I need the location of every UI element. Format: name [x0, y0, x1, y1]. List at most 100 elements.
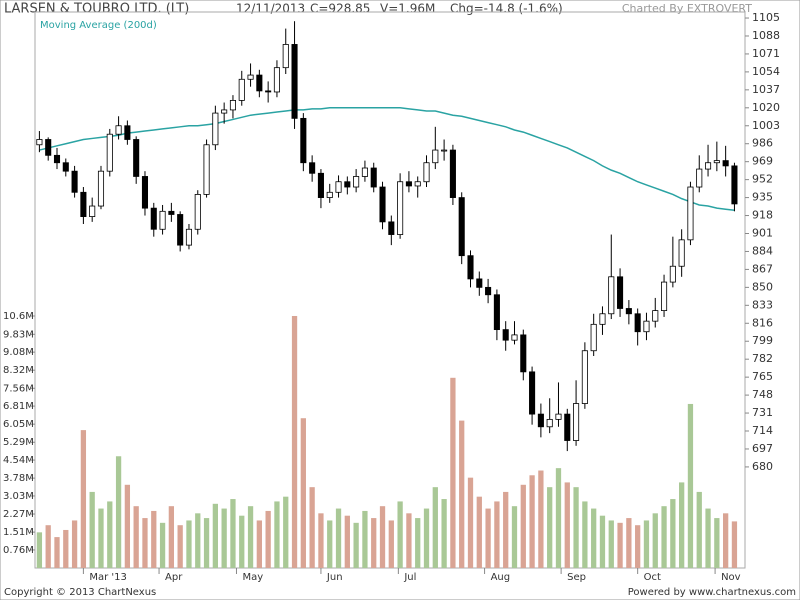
candle-body	[89, 205, 96, 217]
volume-bar	[247, 506, 254, 568]
y-tick-label: 731	[752, 406, 773, 419]
candle-body	[493, 294, 500, 331]
volume-bar	[256, 520, 262, 568]
volume-bar	[274, 501, 280, 568]
y-tick-label: 1071	[752, 47, 780, 60]
volume-bar	[54, 537, 60, 568]
volume-bar	[529, 475, 535, 568]
candle-body	[97, 170, 105, 207]
volume-bar	[617, 522, 623, 568]
candle-body	[511, 334, 518, 341]
v-tick-label: 7.56M	[3, 383, 34, 394]
volume-bar	[714, 518, 720, 568]
candle-body	[71, 170, 78, 193]
date: 12/11/2013	[236, 2, 305, 16]
y-tick-label: 884	[752, 244, 773, 257]
y-tick-label: 935	[752, 191, 773, 204]
candle-body	[115, 125, 122, 135]
y-tick-label: 952	[752, 173, 773, 186]
candle-body	[282, 44, 289, 69]
candle-body	[564, 413, 571, 441]
volume-bar	[133, 506, 139, 568]
x-tick-label: Jun	[326, 572, 343, 583]
candle-body	[634, 313, 641, 333]
candle-body	[309, 162, 316, 174]
volume-bar	[239, 515, 245, 568]
candle-body	[555, 413, 562, 420]
candle-body	[247, 74, 254, 80]
candle-body	[141, 176, 149, 209]
candle-body	[370, 167, 377, 188]
volume-bar	[309, 487, 315, 568]
candle-body	[36, 139, 43, 146]
v-tick-label: 9.08M	[3, 347, 34, 358]
volume-bar	[635, 525, 641, 568]
volume-bar	[679, 482, 685, 568]
volume-bar	[159, 522, 166, 568]
v-tick-label: 5.29M	[3, 437, 34, 448]
volume-bar	[142, 518, 148, 568]
y-tick-label: 1088	[752, 29, 780, 42]
candle-body	[361, 167, 368, 177]
volume-bar	[397, 501, 403, 568]
candle-body	[617, 276, 624, 309]
candle-body	[80, 191, 87, 217]
candle-body	[238, 78, 245, 101]
candle-body	[194, 194, 201, 230]
volume-bar	[221, 508, 227, 568]
volume-bar	[212, 503, 218, 568]
volume-bar	[670, 499, 676, 568]
candle-body	[229, 100, 236, 111]
volume-bar	[467, 477, 474, 568]
legend-ma: Moving Average (200d)	[40, 20, 157, 31]
x-tick-label: Apr	[165, 572, 183, 583]
candle-body	[502, 329, 509, 341]
candle-body	[599, 313, 606, 325]
v-tick-label: 0.76M	[3, 545, 34, 556]
candle-body	[397, 181, 404, 235]
candle-body	[537, 413, 544, 428]
volume-bar	[573, 487, 579, 568]
candle-body	[546, 418, 553, 428]
candle-body	[485, 286, 492, 296]
x-tick-label: May	[242, 572, 263, 583]
volume-bar	[362, 510, 368, 568]
candle-body	[379, 186, 386, 223]
candle-body	[221, 109, 228, 114]
volume-bar	[168, 506, 175, 568]
candle-body	[273, 67, 280, 93]
volume-bar	[520, 484, 526, 568]
volume-bar	[98, 508, 104, 568]
y-tick-label: 1003	[752, 119, 780, 132]
copyright: Copyright © 2013 ChartNexus	[4, 587, 156, 598]
y-tick-label: 697	[752, 442, 773, 455]
x-tick-label: Mar '13	[89, 572, 127, 583]
volume-bar	[503, 491, 509, 568]
volume-bar	[335, 508, 342, 568]
candle-body	[317, 172, 324, 198]
y-tick-label: 714	[752, 424, 773, 437]
volume-bar	[599, 515, 606, 568]
y-tick-label: 782	[752, 352, 773, 365]
volume-bar	[177, 525, 183, 568]
y-tick-label: 1037	[752, 83, 780, 96]
v-tick-label: 1.51M	[3, 527, 34, 538]
candle-body	[414, 181, 421, 187]
volume-bar	[582, 501, 588, 568]
x-tick-label: Sep	[567, 572, 586, 583]
volume-bar	[441, 499, 447, 568]
volume-bar	[476, 496, 482, 568]
candle-body	[731, 165, 738, 205]
y-tick-label: 918	[752, 209, 773, 222]
volume-bar	[283, 496, 289, 568]
candle-body	[388, 221, 395, 235]
candle-body	[106, 133, 113, 172]
v-tick-label: 3.78M	[3, 473, 34, 484]
candle-body	[53, 154, 61, 164]
volume-bar	[36, 532, 43, 568]
close: C=928.85	[310, 2, 370, 16]
v-tick-label: 4.54M	[3, 455, 34, 466]
y-tick-label: 680	[752, 460, 773, 473]
candle-body	[45, 139, 52, 156]
candle-body	[203, 144, 210, 195]
